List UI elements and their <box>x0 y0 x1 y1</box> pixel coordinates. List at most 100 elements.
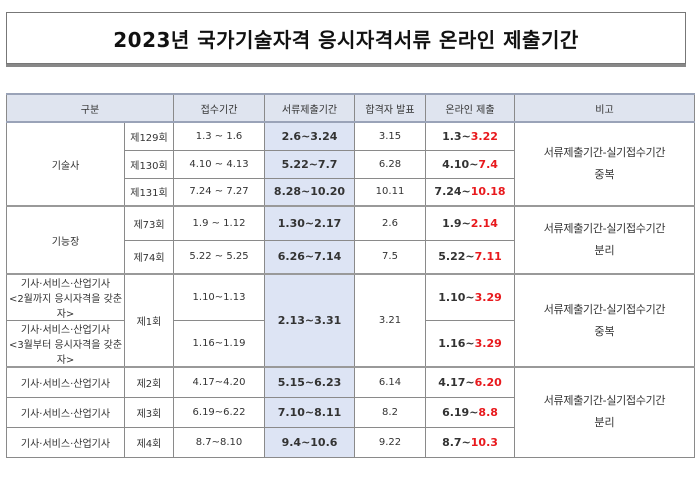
online-end: 7.4 <box>478 157 498 171</box>
reception-cell: 1.3 ~ 1.6 <box>173 121 265 151</box>
online-end: 10.3 <box>470 435 498 449</box>
title-box: 2023년 국가기술자격 응시자격서류 온라인 제출기간 <box>6 12 686 67</box>
results-cell: 3.15 <box>354 121 426 151</box>
category-label: 기사·서비스·산업기사 <box>20 325 111 336</box>
results-cell: 6.28 <box>354 149 426 179</box>
docs-cell: 5.15~6.23 <box>264 366 355 398</box>
online-start: 6.19~ <box>442 405 479 419</box>
results-cell: 7.5 <box>354 239 426 275</box>
docs-cell: 2.6~3.24 <box>264 121 355 151</box>
docs-cell: 8.28~10.20 <box>264 177 355 207</box>
online-start: 1.10~ <box>438 291 475 304</box>
category-gisulsa: 기술사 <box>6 121 125 207</box>
note-round1: 서류제출기간-실기접수기간 중복 <box>514 273 695 368</box>
docs-cell: 9.4~10.6 <box>264 426 355 458</box>
note-gisulsa: 서류제출기간-실기접수기간 중복 <box>514 121 695 207</box>
results-cell: 8.2 <box>354 396 426 428</box>
note-line1: 서류제출기간-실기접수기간 <box>543 146 666 159</box>
reception-cell: 6.19~6.22 <box>173 396 265 428</box>
note-line2: 분리 <box>594 244 615 257</box>
category-sub: <2월까지 응시자격을 갖춘자> <box>8 294 123 320</box>
category-cell: 기사·서비스·산업기사 <3월부터 응시자격을 갖춘자> <box>6 320 125 368</box>
online-end: 3.29 <box>474 337 502 350</box>
table-row: 제130회 4.10 ~ 4.13 5.22~7.7 6.28 4.10~7.4 <box>7 149 695 179</box>
category-cell: 기사·서비스·산업기사 <box>6 366 125 398</box>
round-cell: 제74회 <box>124 239 174 275</box>
round-cell: 제131회 <box>124 177 174 207</box>
online-end: 3.29 <box>474 291 502 304</box>
online-start: 1.16~ <box>438 337 475 350</box>
reception-cell: 4.17~4.20 <box>173 366 265 398</box>
category-label: 기사·서비스·산업기사 <box>20 279 111 290</box>
reception-cell: 7.24 ~ 7.27 <box>173 177 265 207</box>
docs-cell: 1.30~2.17 <box>264 205 355 241</box>
round-cell: 제73회 <box>124 205 174 241</box>
online-end: 3.22 <box>470 129 498 143</box>
round-cell: 제1회 <box>124 273 174 368</box>
reception-cell: 1.10~1.13 <box>173 273 265 321</box>
note-gineungjang: 서류제출기간-실기접수기간 분리 <box>514 205 695 275</box>
note-line1: 서류제출기간-실기접수기간 <box>543 222 666 235</box>
reception-cell: 1.9 ~ 1.12 <box>173 205 265 241</box>
header-notes: 비고 <box>514 93 695 123</box>
category-cell: 기사·서비스·산업기사 <box>6 396 125 428</box>
online-cell: 6.19~8.8 <box>425 396 515 428</box>
note-rounds234: 서류제출기간-실기접수기간 분리 <box>514 366 695 458</box>
note-line2: 분리 <box>594 416 615 430</box>
online-end: 6.20 <box>474 375 502 389</box>
table-row: 기사·서비스·산업기사 <2월까지 응시자격을 갖춘자> 제1회 1.10~1.… <box>6 273 695 368</box>
table-row: 기사·서비스·산업기사 제3회 6.19~6.22 7.10~8.11 8.2 … <box>6 396 695 428</box>
category-cell: 기사·서비스·산업기사 <2월까지 응시자격을 갖춘자> <box>6 273 125 321</box>
online-cell: 4.17~6.20 <box>425 366 515 398</box>
online-cell: 8.7~10.3 <box>425 426 515 458</box>
results-cell: 2.6 <box>354 205 426 241</box>
docs-cell: 5.22~7.7 <box>264 149 355 179</box>
online-cell: 5.22~7.11 <box>425 239 515 275</box>
reception-cell: 8.7~8.10 <box>173 426 265 458</box>
table-row: 기사·서비스·산업기사 제2회 4.17~4.20 5.15~6.23 6.14… <box>6 366 695 458</box>
round-cell: 제3회 <box>124 396 174 428</box>
header-online: 온라인 제출 <box>425 93 515 123</box>
round-cell: 제129회 <box>124 121 174 151</box>
online-start: 4.10~ <box>442 157 479 171</box>
schedule-table: 구분 접수기간 서류제출기간 합격자 발표 온라인 제출 비고 기술사 제129… <box>6 93 695 458</box>
table-row: 기능장 제73회 1.9 ~ 1.12 1.30~2.17 2.6 1.9~2.… <box>6 205 695 275</box>
online-end: 8.8 <box>478 405 498 419</box>
note-line1: 서류제출기간-실기접수기간 <box>543 394 666 408</box>
category-cell: 기사·서비스·산업기사 <box>6 426 125 458</box>
header-row: 구분 접수기간 서류제출기간 합격자 발표 온라인 제출 비고 <box>6 93 695 123</box>
docs-cell: 6.26~7.14 <box>264 239 355 275</box>
online-cell: 1.3~3.22 <box>425 121 515 151</box>
docs-cell: 2.13~3.31 <box>264 273 355 368</box>
reception-cell: 5.22 ~ 5.25 <box>173 239 265 275</box>
results-cell: 6.14 <box>354 366 426 398</box>
round-cell: 제130회 <box>124 149 174 179</box>
table-row: 기사·서비스·산업기사 제4회 8.7~8.10 9.4~10.6 9.22 8… <box>6 426 695 458</box>
header-category: 구분 <box>6 93 174 123</box>
category-sub: <3월부터 응시자격을 갖춘자> <box>8 340 123 366</box>
online-cell: 4.10~7.4 <box>425 149 515 179</box>
page-title: 2023년 국가기술자격 응시자격서류 온라인 제출기간 <box>113 27 579 52</box>
table-row: 기사·서비스·산업기사 <3월부터 응시자격을 갖춘자> 1.16~1.19 1… <box>6 320 695 368</box>
header-results: 합격자 발표 <box>354 93 426 123</box>
docs-cell: 7.10~8.11 <box>264 396 355 428</box>
reception-cell: 4.10 ~ 4.13 <box>173 149 265 179</box>
online-cell: 7.24~10.18 <box>425 177 515 207</box>
online-end: 10.18 <box>470 185 506 199</box>
online-cell: 1.9~2.14 <box>425 205 515 241</box>
header-docs: 서류제출기간 <box>264 93 355 123</box>
category-gineungjang: 기능장 <box>6 205 125 275</box>
results-cell: 3.21 <box>354 273 426 368</box>
online-cell: 1.16~3.29 <box>425 320 515 368</box>
table-row: 기술사 제129회 1.3 ~ 1.6 2.6~3.24 3.15 1.3~3.… <box>6 121 695 207</box>
note-line2: 중복 <box>594 168 615 181</box>
note-line1: 서류제출기간-실기접수기간 <box>543 302 666 316</box>
online-start: 5.22~ <box>438 250 475 264</box>
results-cell: 9.22 <box>354 426 426 458</box>
header-reception: 접수기간 <box>173 93 265 123</box>
online-start: 4.17~ <box>438 375 475 389</box>
table-row: 제131회 7.24 ~ 7.27 8.28~10.20 10.11 7.24~… <box>7 177 695 207</box>
online-end: 2.14 <box>470 216 498 230</box>
round-cell: 제2회 <box>124 366 174 398</box>
online-start: 1.3~ <box>442 129 471 143</box>
